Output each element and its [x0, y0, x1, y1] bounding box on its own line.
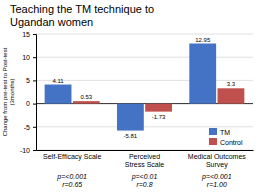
- data-label: 3.3: [227, 81, 236, 87]
- y-tick: -10: [20, 147, 36, 154]
- data-label: -1.73: [152, 114, 166, 120]
- y-tick-label: -5: [24, 124, 30, 131]
- y-tick: 0: [26, 100, 36, 107]
- legend: TM Control: [209, 128, 243, 146]
- data-label: 12.95: [195, 37, 211, 43]
- x-tick-label: PerceivedStress Scale: [125, 153, 164, 168]
- x-tick-label-line: Stress Scale: [125, 161, 164, 168]
- series: [45, 44, 216, 131]
- grid-line: [36, 57, 253, 58]
- y-tick-mark: [33, 104, 36, 105]
- annotation-line: r=1.00: [207, 181, 227, 188]
- data-label: 4.11: [52, 78, 64, 84]
- annotation-line: r=0.8: [136, 181, 152, 188]
- legend-swatch: [209, 128, 217, 135]
- annotation: p=<0.001r=0.65: [56, 173, 87, 188]
- grid-line: [36, 34, 253, 35]
- bar: [218, 88, 245, 103]
- y-tick: 15: [22, 31, 36, 38]
- bar: [73, 101, 100, 103]
- annotation-line: p=<0.001: [201, 173, 232, 181]
- bars: [45, 44, 245, 131]
- y-tick-mark: [33, 57, 36, 58]
- y-tick: 10: [22, 54, 36, 61]
- y-tick: -5: [24, 124, 36, 131]
- x-axis: Self-Efficacy Scale PerceivedStress Scale…: [37, 151, 254, 170]
- y-tick-label: 15: [22, 31, 30, 38]
- y-tick-label: 5: [26, 77, 30, 84]
- data-label: 0.53: [80, 94, 92, 100]
- y-tick: 5: [26, 77, 36, 84]
- grid: [36, 34, 253, 150]
- grid-line: [36, 126, 253, 127]
- x-tick-label: Self-Efficacy Scale: [43, 153, 101, 161]
- legend-label: Control: [220, 139, 243, 146]
- y-tick-mark: [33, 80, 36, 81]
- bar: [45, 85, 72, 104]
- bar: [145, 104, 172, 112]
- y-tick-mark: [33, 34, 36, 35]
- legend-label: TM: [220, 129, 230, 136]
- y-tick-label: -10: [20, 147, 30, 154]
- x-tick: Medical OutcomesSurvey: [188, 153, 246, 169]
- annotation-line: p=<0.01: [131, 173, 158, 181]
- legend-swatch: [209, 138, 217, 145]
- x-tick-label-line: Self-Efficacy Scale: [43, 153, 101, 161]
- y-tick-label: 0: [26, 100, 30, 107]
- grid-line: [36, 150, 253, 151]
- y-label-line: Change from pre-test to Post-test: [2, 47, 8, 136]
- x-tick-label: Medical OutcomesSurvey: [188, 153, 246, 169]
- y-label: Change from pre-test to Post-test(3month…: [2, 47, 15, 136]
- bar: [189, 44, 216, 104]
- annotation: p=<0.001r=1.00: [201, 173, 232, 188]
- x-tick: Self-Efficacy Scale: [43, 153, 101, 161]
- title-line: Ugandan women: [10, 16, 93, 28]
- y-label-line: (3months): [9, 78, 15, 105]
- x-tick: PerceivedStress Scale: [125, 153, 164, 168]
- annotation-line: p=<0.001: [56, 173, 87, 181]
- data-label: -5.81: [124, 133, 138, 139]
- annotations: p=<0.001r=0.65p=<0.01r=0.8p=<0.001r=1.00: [56, 173, 231, 188]
- legend-item: Control: [209, 138, 243, 146]
- chart: Teaching the TM technique toUgandan wome…: [0, 0, 259, 194]
- series: [73, 88, 244, 111]
- y-tick-mark: [33, 127, 36, 128]
- x-tick-label-line: Survey: [206, 161, 228, 169]
- title: Teaching the TM technique toUgandan wome…: [10, 3, 154, 28]
- data-labels: 4.11 -5.81 12.95 0.53 -1.73 3.3: [52, 37, 235, 139]
- x-tick-label-line: Perceived: [129, 153, 160, 160]
- legend-item: TM: [209, 128, 230, 136]
- y-tick-label: 10: [22, 54, 30, 61]
- grid-line: [36, 80, 253, 81]
- x-tick-label-line: Medical Outcomes: [188, 153, 246, 160]
- y-tick-mark: [33, 150, 36, 151]
- y-axis: -10 -5 0 5 10 15: [20, 31, 37, 154]
- annotation-line: r=0.65: [62, 181, 82, 188]
- x-axis-line: [37, 150, 254, 151]
- annotation: p=<0.01r=0.8: [131, 173, 158, 188]
- title-line: Teaching the TM technique to: [10, 3, 154, 15]
- bar: [117, 104, 144, 131]
- y-axis-line: [33, 35, 37, 151]
